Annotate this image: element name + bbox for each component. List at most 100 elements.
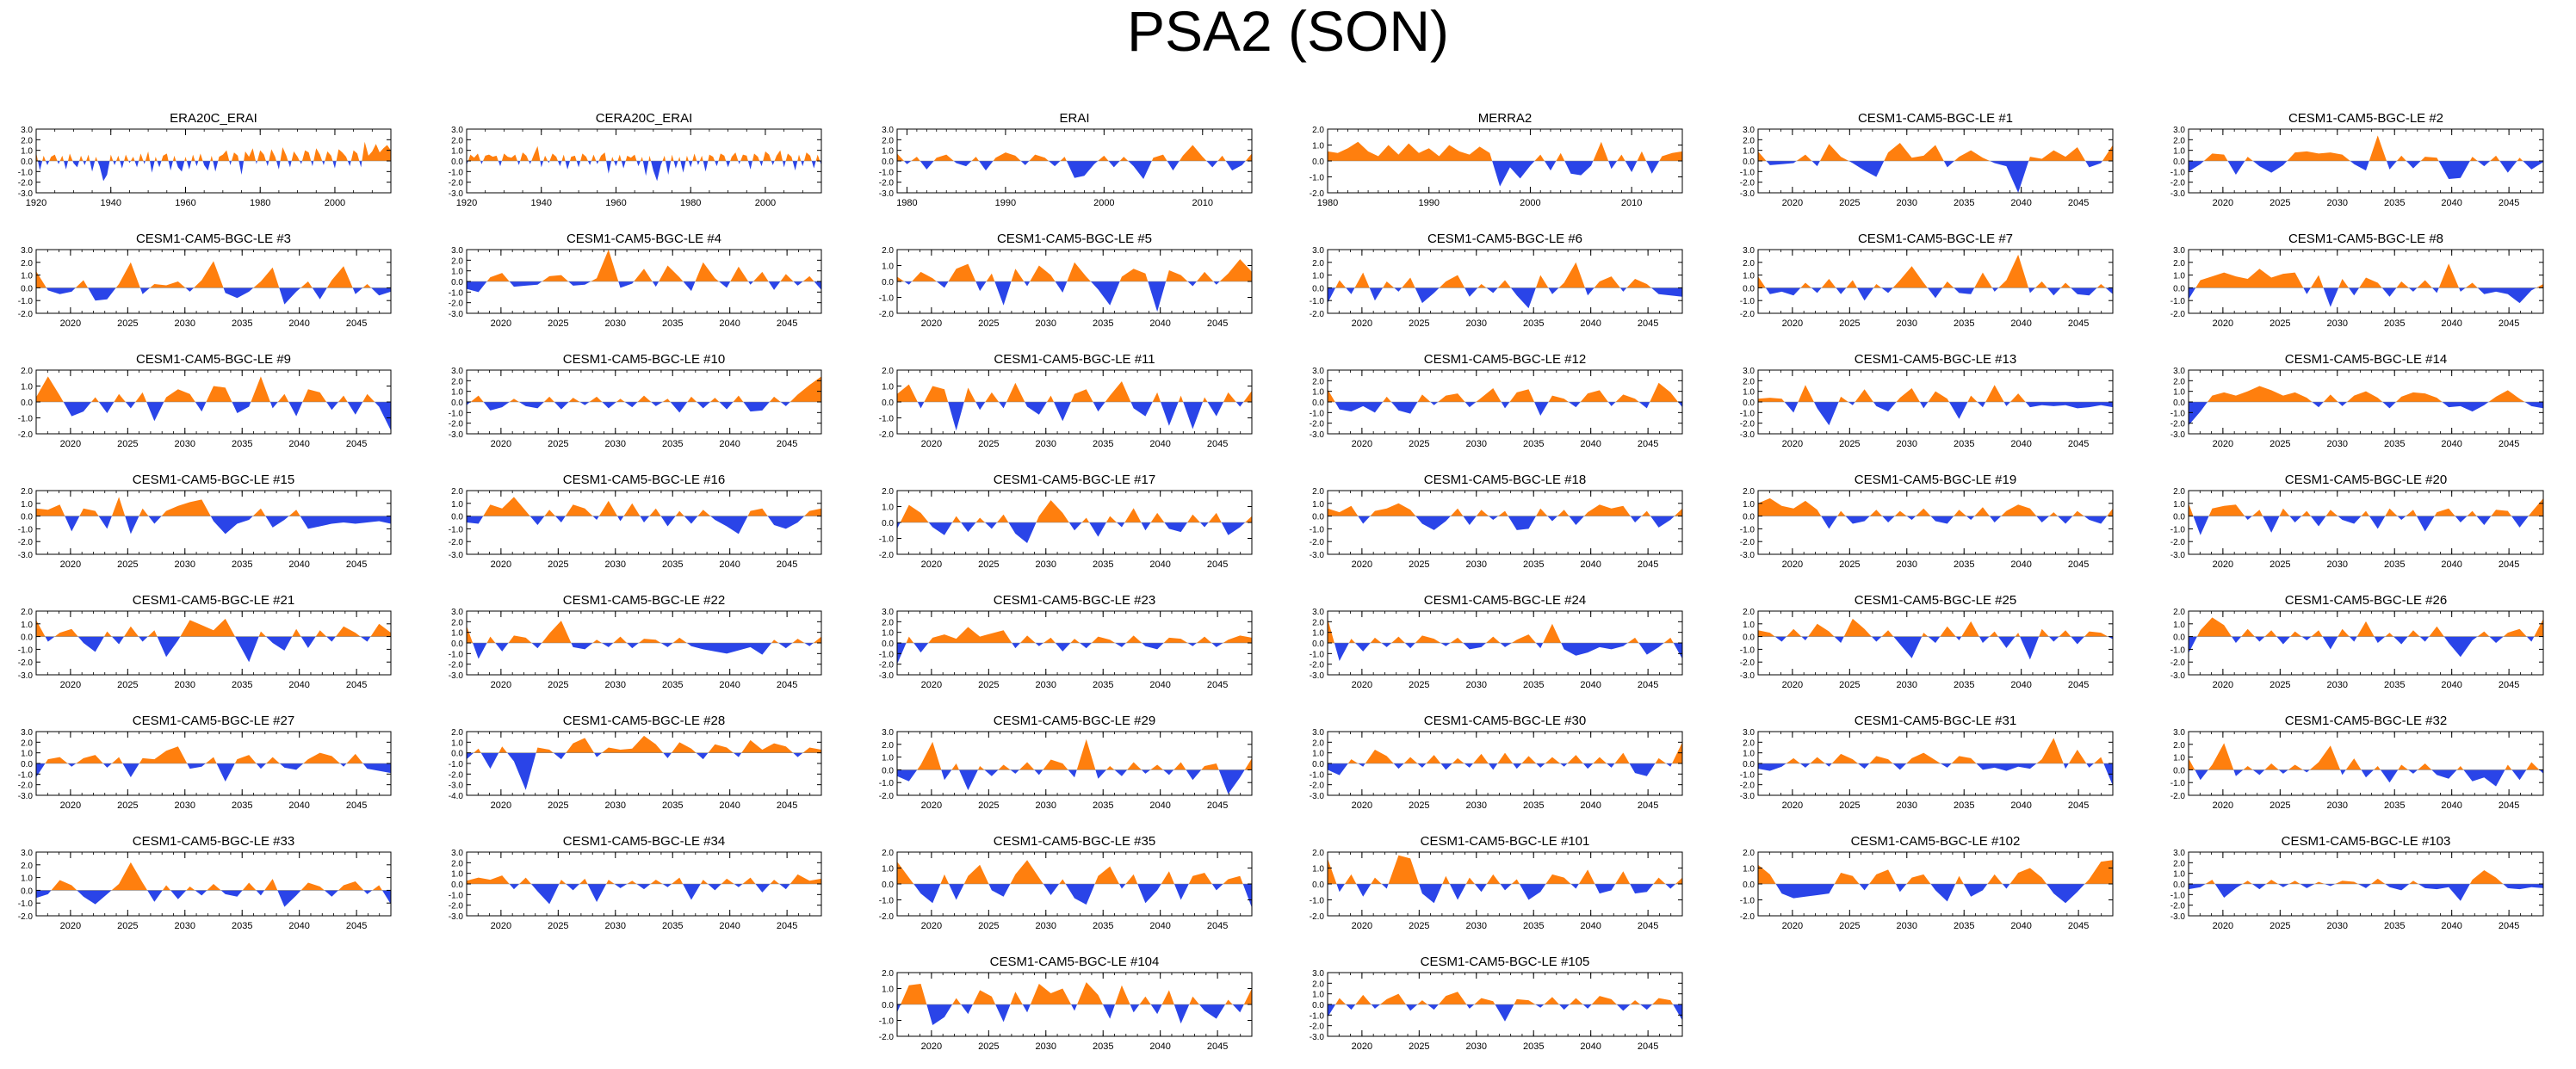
y-tick-label: -1.0: [1740, 297, 1756, 306]
x-tick-label: 2045: [1638, 1041, 1658, 1052]
x-tick-label: 2035: [232, 559, 252, 570]
positive-area: [1758, 143, 2113, 161]
x-tick-label: 2045: [1638, 318, 1658, 329]
positive-area: [36, 376, 391, 402]
x-tick-label: 2045: [1207, 680, 1228, 690]
y-tick-label: -3.0: [2170, 189, 2186, 199]
plot-frame: [1757, 249, 2114, 314]
y-tick-label: -1.0: [449, 168, 464, 177]
negative-area: [36, 516, 391, 534]
x-tick-label: 2035: [1523, 318, 1544, 329]
negative-area: [467, 516, 821, 534]
positive-area: [897, 380, 1252, 402]
x-tick-label: 2025: [978, 921, 999, 931]
x-tick-label: 2020: [491, 439, 511, 449]
chart-panel: CESM1-CAM5-BGC-LE #34 3.02.0 1.00.0-1.0 -2.…: [449, 834, 822, 931]
chart-panel: CESM1-CAM5-BGC-LE #8 3.0 2.0 1.0 0.0 -1.0 -2.0…: [2170, 232, 2544, 329]
y-tick-label: -2.0: [449, 902, 464, 911]
panel-title: CESM1-CAM5-BGC-LE #101: [1421, 834, 1590, 849]
x-tick-label: 2025: [978, 559, 999, 570]
x-tick-label: 2025: [548, 318, 568, 329]
y-tick-label: -1.0: [1740, 525, 1756, 534]
x-tick-label: 2045: [1638, 921, 1658, 931]
y-tick-label: 2.0: [1743, 259, 1755, 269]
y-tick-label: 1.0: [2173, 621, 2185, 630]
panel-title: CESM1-CAM5-BGC-LE #27: [133, 714, 294, 728]
panel-title: CESM1-CAM5-BGC-LE #30: [1424, 714, 1586, 728]
x-tick-label: 2020: [2213, 921, 2233, 931]
y-tick-label: 2.0: [882, 969, 894, 979]
chart-panel: CESM1-CAM5-BGC-LE #21 2.0 1.0 0.0 -1.0 -2.0 -3…: [18, 593, 392, 690]
chart-panel: CESM1-CAM5-BGC-LE #101 2.0 1.0 0.0 -1.0 -2.0 2…: [1310, 834, 1683, 931]
y-tick-label: -1.0: [1310, 297, 1325, 306]
panel-title: CESM1-CAM5-BGC-LE #18: [1424, 473, 1586, 487]
y-tick-label: 1.0: [1743, 750, 1755, 759]
y-tick-label: 1.0: [882, 986, 894, 995]
negative-area: [1328, 643, 1682, 661]
y-tick-label: 2.0: [2173, 377, 2185, 386]
y-tick-label: 3.0: [2173, 126, 2185, 135]
panel-title: CESM1-CAM5-BGC-LE #17: [994, 473, 1155, 487]
negative-area: [467, 402, 821, 413]
x-tick-label: 2030: [2327, 559, 2348, 570]
x-tick-label: 2025: [1409, 921, 1429, 931]
x-tick-label: 2045: [777, 318, 797, 329]
y-tick-label: -4.0: [449, 792, 464, 801]
x-tick-label: 2035: [662, 439, 683, 449]
panel-title: CESM1-CAM5-BGC-LE #11: [994, 352, 1155, 367]
chart-panel: CESM1-CAM5-BGC-LE #14 3.02.0 1.00.0-1.0 -2.…: [2170, 352, 2544, 449]
y-tick-label: 1.0: [1312, 750, 1324, 759]
x-tick-label: 2035: [1093, 1041, 1113, 1052]
x-tick-label: 2030: [175, 680, 195, 690]
y-tick-label: -2.0: [1740, 310, 1756, 319]
x-tick-label: 2030: [1036, 921, 1056, 931]
y-tick-label: 1.0: [2173, 500, 2185, 510]
negative-area: [1758, 287, 2113, 301]
panel-title: CESM1-CAM5-BGC-LE #3: [136, 232, 291, 246]
positive-area: [1758, 254, 2113, 288]
x-tick-label: 2020: [1352, 800, 1372, 811]
y-tick-label: -3.0: [18, 792, 34, 801]
x-tick-label: 2035: [1093, 559, 1113, 570]
y-tick-label: 0.0: [1312, 881, 1324, 890]
x-tick-label: 2030: [2327, 318, 2348, 329]
x-tick-label: 2035: [2384, 318, 2405, 329]
x-tick-label: 2030: [2327, 439, 2348, 449]
y-tick-label: 3.0: [21, 126, 33, 135]
chart-panel: CESM1-CAM5-BGC-LE #11 2.0 1.0 0.0 -1.0 -2.0 20…: [879, 352, 1253, 449]
y-tick-label: -2.0: [18, 310, 34, 319]
y-tick-label: 2.0: [21, 136, 33, 145]
y-tick-label: -2.0: [879, 1033, 895, 1042]
y-tick-label: 2.0: [882, 741, 894, 751]
x-tick-label: 2020: [60, 439, 81, 449]
y-tick-label: 0.0: [1743, 284, 1755, 294]
x-tick-label: 2045: [2068, 439, 2089, 449]
x-tick-label: 1980: [680, 198, 701, 208]
x-tick-label: 2035: [2384, 439, 2405, 449]
chart-panel: CESM1-CAM5-BGC-LE #23 3.02.0 1.00.0-1.0 -2.…: [879, 593, 1253, 690]
chart-panel: CESM1-CAM5-BGC-LE #103 3.02.0 1.00.0-1.0 -2…: [2170, 834, 2544, 931]
x-tick-label: 2030: [175, 559, 195, 570]
x-tick-label: 1920: [26, 198, 46, 208]
x-tick-label: 2000: [325, 198, 345, 208]
x-tick-label: 2025: [2269, 318, 2290, 329]
negative-area: [36, 890, 391, 907]
positive-area: [1758, 618, 2113, 637]
positive-area: [1328, 742, 1682, 763]
y-tick-label: 0.0: [2173, 158, 2185, 167]
y-tick-label: 1.0: [1743, 272, 1755, 281]
positive-area: [897, 982, 1252, 1004]
y-tick-label: -3.0: [449, 912, 464, 922]
x-tick-label: 2020: [1782, 680, 1803, 690]
y-tick-label: 0.0: [1312, 760, 1324, 769]
negative-area: [897, 161, 1252, 179]
y-tick-label: -2.0: [449, 661, 464, 670]
x-tick-label: 2045: [346, 921, 367, 931]
y-tick-label: 0.0: [882, 1001, 894, 1010]
y-tick-label: 0.0: [2173, 399, 2185, 408]
x-tick-label: 2040: [2441, 318, 2461, 329]
chart-panel: CESM1-CAM5-BGC-LE #12 3.02.0 1.00.0-1.0 -2.…: [1310, 352, 1683, 449]
y-tick-label: 3.0: [2173, 849, 2185, 858]
y-tick-label: 1.0: [21, 500, 33, 510]
x-tick-label: 2040: [2441, 559, 2461, 570]
